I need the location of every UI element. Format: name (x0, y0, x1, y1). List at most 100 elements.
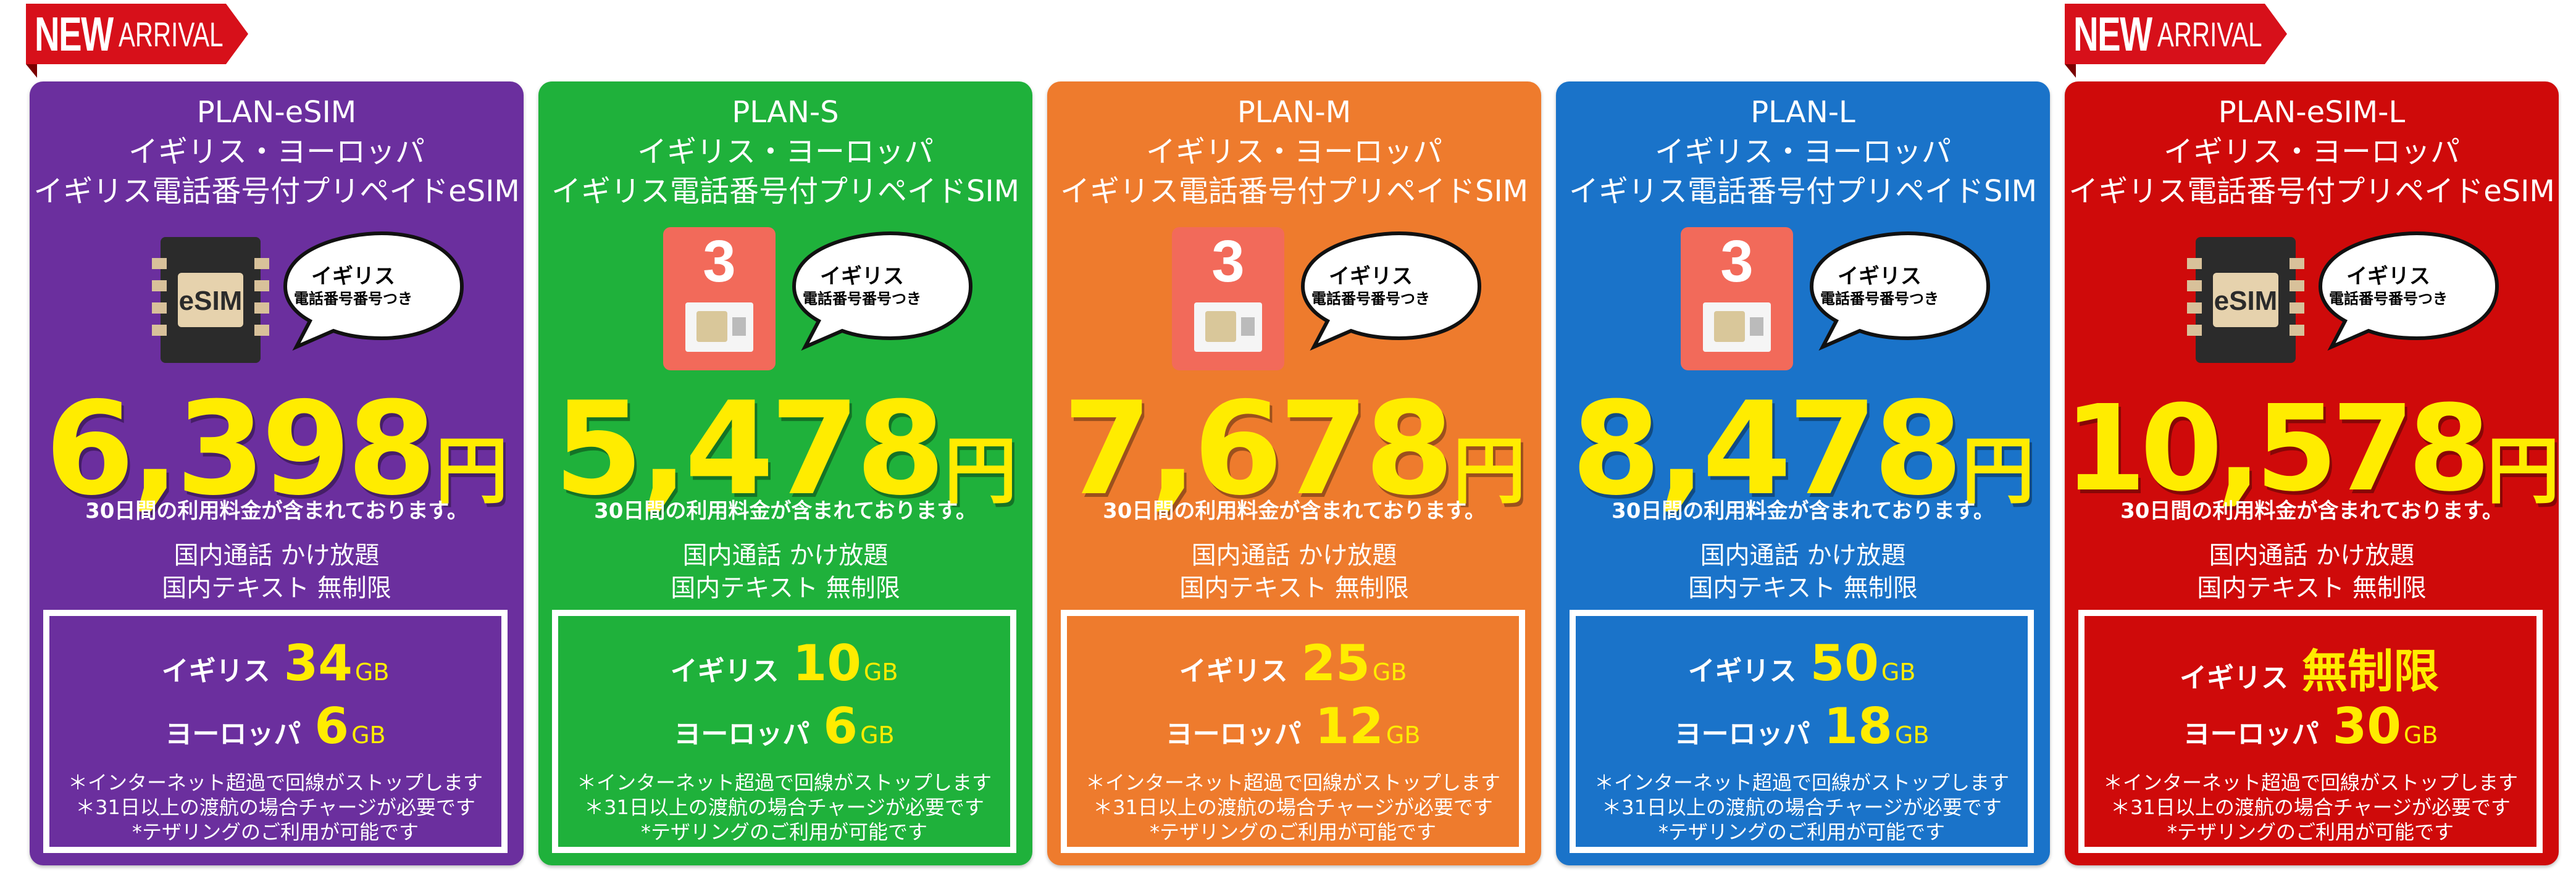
included-note: 30日間の利用料金が含まれております。 (1612, 499, 1994, 523)
note-line: ＊インターネット超過で回線がストップします (576, 771, 992, 794)
eu-data-row: ヨーロッパ 12 GB (1067, 697, 1519, 759)
plan-card-esim[interactable]: PLAN-eSIM イギリス・ヨーロッパ イギリス電話番号付プリペイドeSIM … (30, 81, 524, 865)
eu-data-value: 18 (1823, 697, 1892, 755)
domestic-call: 国内通話 かけ放題 (1191, 541, 1397, 570)
note-line: *テザリングのご利用が可能です (132, 820, 419, 844)
eu-data-unit: GB (1386, 722, 1421, 749)
plan-notes: ＊インターネット超過で回線がストップします ＊31日以上の渡航の場合チャージが必… (2085, 770, 2536, 844)
uk-data-unit: GB (1881, 659, 1916, 686)
esim-chip-icon: eSIM (152, 237, 269, 363)
price-amount: 5,478 (554, 375, 945, 524)
price: 5,478 円 (538, 369, 1032, 517)
uk-data-unit: GB (1372, 659, 1407, 686)
domestic-call: 国内通話 かけ放題 (2209, 541, 2415, 570)
eu-data-row: ヨーロッパ 30 GB (2085, 697, 2536, 759)
plan-notes: ＊インターネット超過で回線がストップします ＊31日以上の渡航の場合チャージが必… (1067, 770, 1519, 844)
plan-card-m[interactable]: PLAN-M イギリス・ヨーロッパ イギリス電話番号付プリペイドSIM 3 イギ… (1047, 81, 1541, 865)
badge-fold (2065, 64, 2076, 78)
plan-name: PLAN-S (732, 95, 839, 130)
eu-data-row: ヨーロッパ 6 GB (49, 697, 501, 759)
note-line: ＊インターネット超過で回線がストップします (1594, 771, 2009, 794)
badge-arrival-text: ARRIVAL (118, 14, 224, 54)
eu-data-value: 30 (2332, 697, 2401, 755)
plan-region: イギリス・ヨーロッパ (1145, 135, 1442, 169)
note-line: ＊31日以上の渡航の場合チャージが必要です (1093, 796, 1493, 819)
eu-label: ヨーロッパ (1674, 718, 1810, 750)
eu-data-row: ヨーロッパ 18 GB (1576, 697, 2028, 759)
speech-bubble-icon (1300, 231, 1482, 351)
badge-new-text: NEW (2073, 6, 2152, 61)
uk-data-row: イギリス 34 GB (49, 635, 501, 696)
domestic-call: 国内通話 かけ放題 (682, 541, 889, 570)
speech-bubble-icon (283, 231, 464, 351)
plan-description: イギリス電話番号付プリペイドeSIM (2068, 174, 2555, 209)
note-line: *テザリングのご利用が可能です (1149, 820, 1436, 844)
uk-label: イギリス (1687, 656, 1797, 687)
price-amount: 7,678 (1063, 375, 1454, 524)
uk-data-value: 25 (1301, 635, 1370, 692)
note-line: *テザリングのご利用が可能です (1658, 820, 1945, 844)
uk-data-row: イギリス 無制限 (2085, 635, 2536, 698)
note-line: *テザリングのご利用が可能です (640, 820, 927, 844)
bubble-phone-note: 電話番号番号つき (294, 290, 412, 307)
bubble-phone-note: 電話番号番号つき (803, 290, 921, 307)
price-amount: 6,398 (45, 375, 437, 524)
bubble-country: イギリス (1329, 264, 1413, 289)
plan-name: PLAN-eSIM-L (2218, 95, 2406, 130)
uk-data-value: 10 (792, 635, 861, 692)
price-currency: 円 (2486, 428, 2559, 514)
domestic-call: 国内通話 かけ放題 (1700, 541, 1906, 570)
speech-bubble-icon (792, 231, 973, 351)
price-currency: 円 (943, 428, 1017, 514)
new-arrival-badge: NEW ARRIVAL (2065, 4, 2287, 64)
esim-label: eSIM (179, 286, 243, 316)
uk-data-row: イギリス 10 GB (558, 635, 1010, 696)
price-amount: 8,478 (1571, 375, 1963, 524)
bubble-phone-note: 電話番号番号つき (2329, 290, 2448, 307)
eu-data-row: ヨーロッパ 6 GB (558, 697, 1010, 759)
note-line: ＊31日以上の渡航の場合チャージが必要です (75, 796, 475, 819)
note-line: ＊インターネット超過で回線がストップします (67, 771, 483, 794)
plan-name: PLAN-eSIM (196, 95, 357, 130)
three-logo-label: 3 (703, 228, 735, 294)
eu-label: ヨーロッパ (1165, 718, 1302, 750)
plan-name: PLAN-L (1750, 95, 1855, 130)
bubble-phone-note: 電話番号番号つき (1311, 290, 1430, 307)
included-note: 30日間の利用料金が含まれております。 (85, 499, 468, 523)
uk-label: イギリス (670, 656, 779, 687)
plan-notes: ＊インターネット超過で回線がストップします ＊31日以上の渡航の場合チャージが必… (1576, 770, 2028, 844)
eu-data-unit: GB (2403, 722, 2438, 749)
plan-region: イギリス・ヨーロッパ (1654, 135, 1951, 169)
speech-bubble-icon (2318, 231, 2499, 351)
plan-card-s[interactable]: PLAN-S イギリス・ヨーロッパ イギリス電話番号付プリペイドSIM 3 イギ… (538, 81, 1032, 865)
price-currency: 円 (1961, 428, 2034, 514)
eu-data-value: 12 (1315, 697, 1384, 755)
plan-name: PLAN-M (1237, 95, 1352, 130)
domestic-text: 国内テキスト 無制限 (2197, 574, 2427, 602)
uk-data-value: 34 (283, 635, 353, 692)
note-line: *テザリングのご利用が可能です (2167, 820, 2454, 844)
plan-card-l[interactable]: PLAN-L イギリス・ヨーロッパ イギリス電話番号付プリペイドSIM 3 イギ… (1556, 81, 2050, 865)
uk-label: イギリス (1179, 656, 1288, 687)
plan-description: イギリス電話番号付プリペイドSIM (1060, 174, 1529, 209)
plan-notes: ＊インターネット超過で回線がストップします ＊31日以上の渡航の場合チャージが必… (49, 770, 501, 844)
plan-description: イギリス電話番号付プリペイドSIM (1568, 174, 2038, 209)
eu-data-unit: GB (1894, 722, 1930, 749)
eu-data-unit: GB (351, 722, 386, 749)
data-allowance-box: イギリス 10 GB ヨーロッパ 6 GB ＊インターネット超過で回線がストップ… (552, 610, 1016, 853)
price: 7,678 円 (1047, 369, 1541, 517)
uk-data-unit: GB (354, 659, 390, 686)
domestic-text: 国内テキスト 無制限 (1688, 574, 1918, 602)
three-logo-label: 3 (1211, 228, 1244, 294)
note-line: ＊31日以上の渡航の場合チャージが必要です (2110, 796, 2511, 819)
price: 8,478 円 (1556, 369, 2050, 517)
note-line: ＊31日以上の渡航の場合チャージが必要です (1602, 796, 2002, 819)
price: 10,578 円 (2065, 369, 2559, 517)
uk-data-value: 50 (1810, 635, 1879, 692)
eu-data-value: 6 (314, 697, 349, 755)
three-logo-label: 3 (1720, 228, 1753, 294)
three-sim-card-icon: 3 (1172, 227, 1284, 370)
plan-card-esim-l[interactable]: PLAN-eSIM-L イギリス・ヨーロッパ イギリス電話番号付プリペイドeSI… (2065, 81, 2559, 865)
domestic-text: 国内テキスト 無制限 (162, 574, 391, 602)
uk-label: イギリス (2180, 662, 2288, 694)
